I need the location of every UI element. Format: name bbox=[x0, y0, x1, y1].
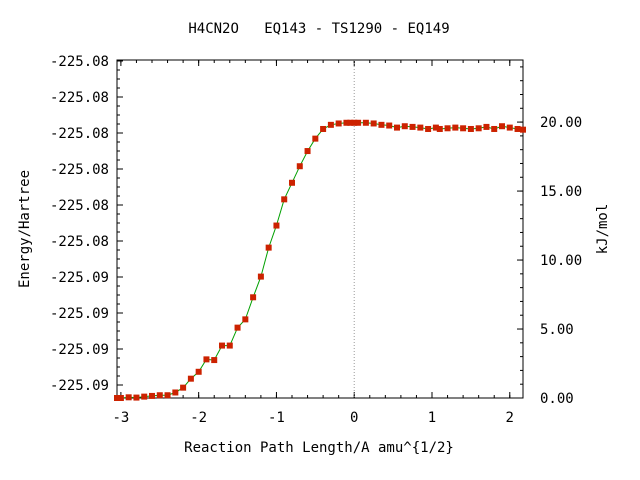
y-left-tick-label: -225.09 bbox=[50, 378, 109, 394]
data-point bbox=[281, 196, 288, 203]
data-point bbox=[475, 125, 482, 132]
data-point bbox=[370, 120, 377, 127]
data-point bbox=[460, 125, 467, 132]
data-point bbox=[425, 125, 432, 132]
data-point bbox=[211, 357, 218, 364]
data-point bbox=[409, 123, 416, 130]
data-point bbox=[257, 273, 264, 280]
y-right-tick-label: 20.00 bbox=[540, 115, 582, 131]
x-tick-label: -2 bbox=[190, 410, 207, 426]
data-point bbox=[401, 123, 408, 130]
data-point bbox=[506, 124, 513, 131]
x-tick-label: -3 bbox=[112, 410, 129, 426]
data-point bbox=[327, 121, 334, 128]
y-left-tick-label: -225.08 bbox=[50, 234, 109, 250]
data-point bbox=[226, 342, 233, 349]
y-left-tick-labels: -225.09 -225.09 -225.09 -225.09 -225.08 -225.… bbox=[50, 54, 109, 394]
y-right-tick-label: 15.00 bbox=[540, 184, 582, 200]
data-point bbox=[386, 122, 393, 129]
data-point bbox=[417, 124, 424, 131]
data-point bbox=[172, 389, 179, 396]
chart-title: H4CN2O EQ143 - TS1290 - EQ149 bbox=[188, 21, 449, 37]
data-point bbox=[394, 124, 400, 131]
data-point bbox=[265, 244, 272, 251]
data-point bbox=[296, 163, 303, 170]
data-point bbox=[355, 119, 362, 126]
y-left-tick-label: -225.09 bbox=[50, 270, 109, 286]
data-point bbox=[347, 119, 354, 126]
data-point bbox=[514, 125, 521, 132]
data-point bbox=[141, 393, 148, 400]
data-point bbox=[320, 125, 327, 132]
data-point bbox=[180, 384, 187, 391]
y-left-tick-label: -225.09 bbox=[50, 306, 109, 322]
data-point bbox=[195, 368, 202, 375]
data-point bbox=[187, 375, 194, 382]
data-point bbox=[273, 222, 280, 229]
y-right-tick-label: 10.00 bbox=[540, 253, 582, 269]
data-point bbox=[114, 395, 120, 401]
data-point bbox=[234, 324, 241, 331]
x-tick-label: 1 bbox=[428, 410, 436, 426]
data-point bbox=[432, 124, 439, 131]
x-tick-label: -1 bbox=[268, 410, 285, 426]
y-right-tick-label: 0.00 bbox=[540, 391, 574, 407]
data-point bbox=[351, 119, 358, 126]
x-axis-label: Reaction Path Length/A amu^{1/2} bbox=[184, 440, 454, 456]
data-point bbox=[378, 121, 385, 128]
y-left-tick-label: -225.08 bbox=[50, 90, 109, 106]
y-axis-label-left: Energy/Hartree bbox=[17, 170, 33, 288]
energy-curve bbox=[117, 122, 524, 399]
y-left-tick-label: -225.08 bbox=[50, 198, 109, 214]
data-point bbox=[289, 179, 295, 186]
axis-ticks bbox=[117, 60, 523, 399]
data-point bbox=[520, 126, 526, 133]
data-point bbox=[117, 395, 124, 401]
data-point bbox=[250, 294, 257, 301]
y-right-tick-label: 5.00 bbox=[540, 322, 574, 338]
data-points bbox=[114, 119, 526, 401]
data-point bbox=[491, 125, 498, 132]
data-point bbox=[499, 123, 505, 130]
y-right-tick-labels: 0.00 5.00 10.00 15.00 20.00 bbox=[540, 115, 582, 407]
y-axis-label-right: kJ/mol bbox=[595, 204, 611, 255]
data-point bbox=[436, 125, 443, 132]
data-point bbox=[242, 316, 249, 323]
data-point bbox=[156, 392, 163, 399]
data-point bbox=[125, 394, 132, 401]
x-tick-label: 2 bbox=[506, 410, 514, 426]
data-point bbox=[483, 123, 490, 130]
x-tick-label: 0 bbox=[350, 410, 358, 426]
data-point bbox=[444, 125, 451, 132]
plot-frame bbox=[116, 59, 524, 399]
data-point bbox=[304, 148, 311, 155]
y-left-tick-label: -225.08 bbox=[50, 162, 109, 178]
y-left-tick-label: -225.08 bbox=[50, 126, 109, 142]
data-point bbox=[452, 124, 459, 131]
y-left-tick-label: -225.09 bbox=[50, 342, 109, 358]
data-point bbox=[467, 125, 474, 132]
x-tick-labels: -3 -2 -1 0 1 2 bbox=[112, 410, 514, 426]
data-point bbox=[164, 392, 171, 399]
data-point bbox=[343, 119, 350, 126]
y-left-tick-label: -225.08 bbox=[50, 54, 109, 70]
data-point bbox=[203, 356, 210, 363]
data-point bbox=[219, 342, 225, 349]
data-point bbox=[335, 120, 342, 127]
data-point bbox=[149, 392, 155, 399]
data-point bbox=[312, 135, 319, 142]
data-point bbox=[133, 394, 140, 401]
data-point bbox=[362, 119, 369, 126]
